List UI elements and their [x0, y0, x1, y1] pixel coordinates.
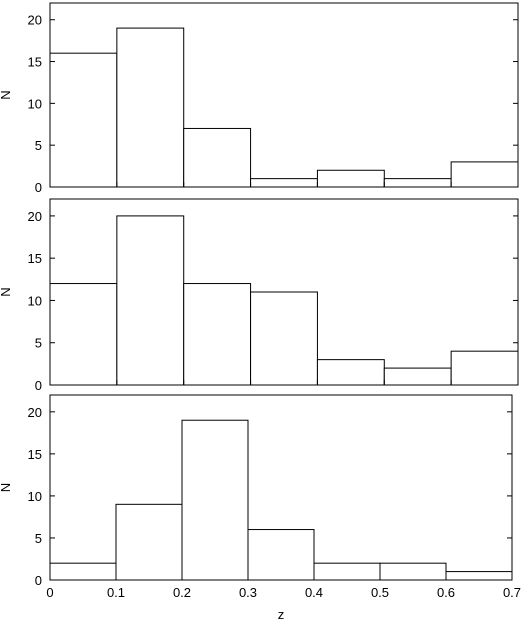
x-tick-label: 0	[46, 585, 53, 600]
x-tick-label: 0.4	[305, 585, 323, 600]
histogram-bar	[49, 283, 118, 386]
y-tick-label: 15	[28, 251, 42, 266]
x-tick-label: 0.6	[437, 585, 455, 600]
y-tick-label: 0	[35, 573, 42, 588]
histogram-bar	[250, 291, 318, 386]
histogram-bar	[379, 562, 447, 581]
plot-frame	[49, 394, 513, 581]
y-tick-label: 20	[28, 209, 42, 224]
y-tick-label: 20	[28, 13, 42, 28]
x-tick-label: 0.5	[371, 585, 389, 600]
histogram-bar	[247, 529, 315, 581]
histogram-bar	[181, 419, 249, 581]
y-tick-label: 5	[35, 138, 42, 153]
histogram-bar	[313, 562, 381, 581]
y-tick-label: 5	[35, 531, 42, 546]
y-tick-label: 10	[28, 293, 42, 308]
histogram-bar	[49, 562, 117, 581]
y-tick-label: 20	[28, 405, 42, 420]
x-tick-label: 0.2	[173, 585, 191, 600]
histogram-bar	[250, 178, 318, 188]
y-tick-label: 10	[28, 489, 42, 504]
x-tick-label: 0.1	[107, 585, 125, 600]
panel-middle: 0 5 10 15 20 N	[0, 198, 519, 393]
plot-frame	[49, 198, 519, 386]
histogram-bar	[116, 27, 185, 188]
y-tick-label: 0	[35, 378, 42, 393]
x-tick-label: 0.3	[239, 585, 257, 600]
histogram-bar	[316, 359, 385, 386]
y-axis-label: N	[0, 90, 13, 99]
histogram-bar	[183, 127, 252, 188]
histogram-bar	[450, 350, 519, 386]
histogram-bar	[316, 169, 385, 188]
y-axis-label: N	[0, 483, 13, 492]
panel-top: 0 5 10 15 20 N	[0, 2, 519, 195]
y-axis-label: N	[0, 287, 13, 296]
histogram-bar	[445, 571, 513, 581]
histogram-bar	[115, 503, 183, 581]
y-tick-label: 0	[35, 180, 42, 195]
histogram-bar	[49, 52, 118, 188]
plot-frame	[49, 2, 519, 188]
panel-bottom: 0 5 10 15 20 0 0.1 0.2 0.3 0.4 0.5 0.6 0.7 Nz	[0, 394, 521, 622]
x-axis-label: z	[278, 607, 285, 622]
histogram-bar	[450, 161, 519, 188]
y-tick-label: 5	[35, 336, 42, 351]
y-tick-label: 10	[28, 96, 42, 111]
histogram-bar	[116, 215, 185, 386]
x-tick-label: 0.7	[503, 585, 521, 600]
histogram-bar	[383, 367, 452, 386]
y-tick-label: 15	[28, 55, 42, 70]
histogram-bar	[183, 283, 252, 386]
histogram-bar	[383, 178, 452, 188]
y-tick-label: 15	[28, 447, 42, 462]
